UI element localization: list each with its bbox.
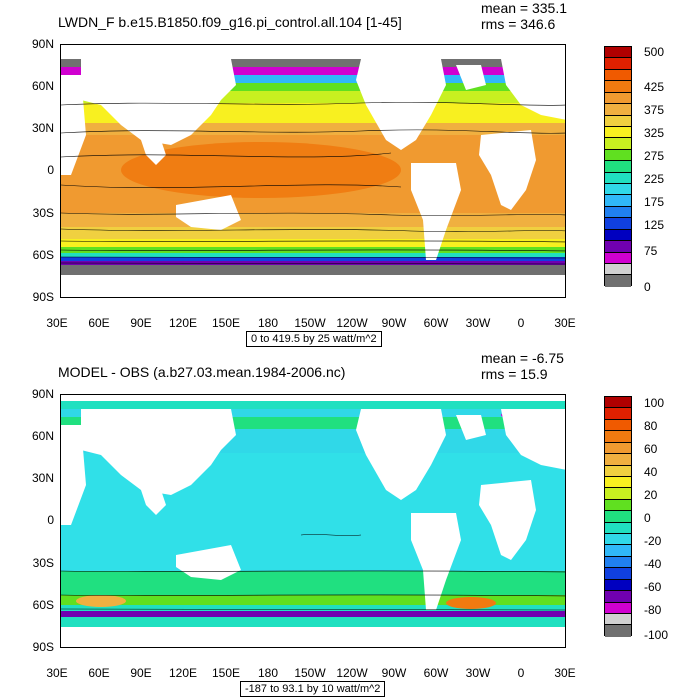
lat-label: 30N: [31, 121, 54, 135]
colorbar-label: 175: [644, 195, 665, 209]
lat-label: 60S: [32, 248, 54, 262]
lon-label: 180: [257, 666, 279, 680]
lon-label: 30E: [554, 316, 576, 330]
colorbar-label: 80: [644, 419, 658, 433]
colorbar-label: -80: [644, 603, 662, 617]
lon-label: 60W: [423, 316, 449, 330]
lon-label: 120E: [168, 316, 198, 330]
lat-label: 90N: [31, 37, 54, 51]
rms-value: rms = 15.9: [481, 366, 548, 382]
lat-label: 90S: [32, 640, 54, 654]
colorbar: [604, 396, 632, 637]
lat-label: 90S: [32, 290, 54, 304]
colorbar-label: -100: [644, 628, 669, 642]
colorbar-label: 60: [644, 442, 658, 456]
lat-label: 30N: [31, 471, 54, 485]
panel-title: LWDN_F b.e15.B1850.f09_g16.pi_control.al…: [58, 14, 402, 30]
mean-value: mean = 335.1: [481, 0, 568, 16]
colorbar-label: 75: [644, 244, 658, 258]
colorbar-label: 20: [644, 488, 658, 502]
panel-title: MODEL - OBS (a.b27.03.mean.1984-2006.nc): [58, 364, 346, 380]
lon-label: 90W: [381, 666, 407, 680]
rms-value: rms = 346.6: [481, 16, 556, 32]
lon-label: 180: [257, 316, 279, 330]
mean-value: mean = -6.75: [481, 350, 564, 366]
lon-label: 30E: [46, 666, 68, 680]
lat-label: 30S: [32, 206, 54, 220]
lon-label: 90E: [130, 316, 152, 330]
colorbar-label: 325: [644, 126, 665, 140]
panel-bottom: MODEL - OBS (a.b27.03.mean.1984-2006.nc)…: [0, 350, 700, 700]
contour-info: -187 to 93.1 by 10 watt/m^2: [240, 681, 386, 697]
colorbar-label: 275: [644, 149, 665, 163]
lon-label: 0: [517, 316, 525, 330]
colorbar-label: -40: [644, 557, 662, 571]
colorbar-label: 0: [644, 280, 651, 294]
colorbar-label: 125: [644, 218, 665, 232]
map-plot: [60, 394, 566, 648]
colorbar-label: 0: [644, 511, 651, 525]
lon-label: 30E: [554, 666, 576, 680]
lon-label: 60W: [423, 666, 449, 680]
lon-label: 90W: [381, 316, 407, 330]
lon-label: 120E: [168, 666, 198, 680]
map-plot: [60, 44, 566, 298]
colorbar-label: 40: [644, 465, 658, 479]
lon-label: 120W: [336, 666, 368, 680]
colorbar-label: 375: [644, 103, 665, 117]
lon-label: 90E: [130, 666, 152, 680]
panel-top: LWDN_F b.e15.B1850.f09_g16.pi_control.al…: [31, 0, 665, 347]
colorbar-label: -20: [644, 534, 662, 548]
lon-label: 150W: [294, 666, 326, 680]
lon-label: 60E: [88, 316, 110, 330]
lat-label: 60N: [31, 429, 54, 443]
map-field-svg: [61, 45, 565, 297]
map-field-svg: [61, 395, 565, 647]
lon-label: 30W: [465, 316, 491, 330]
band-arctic: [61, 59, 565, 67]
colorbar-label: 500: [644, 45, 665, 59]
lat-label: 30S: [32, 556, 54, 570]
lat-label: 0: [47, 513, 54, 527]
colorbar-label: 100: [644, 396, 665, 410]
lat-label: 90N: [31, 387, 54, 401]
lon-label: 30W: [465, 666, 491, 680]
lat-label: 60S: [32, 598, 54, 612]
lon-label: 150E: [211, 666, 241, 680]
lon-label: 0: [517, 666, 525, 680]
contour-info: 0 to 419.5 by 25 watt/m^2: [246, 331, 382, 347]
colorbar-label: 225: [644, 172, 665, 186]
lat-label: 0: [47, 163, 54, 177]
lon-label: 30E: [46, 316, 68, 330]
lon-label: 150E: [211, 316, 241, 330]
lon-label: 60E: [88, 666, 110, 680]
lon-label: 120W: [336, 316, 368, 330]
colorbar-label: -60: [644, 580, 662, 594]
colorbar-label: 425: [644, 80, 665, 94]
lon-label: 150W: [294, 316, 326, 330]
lat-label: 60N: [31, 79, 54, 93]
colorbar: [604, 46, 632, 287]
